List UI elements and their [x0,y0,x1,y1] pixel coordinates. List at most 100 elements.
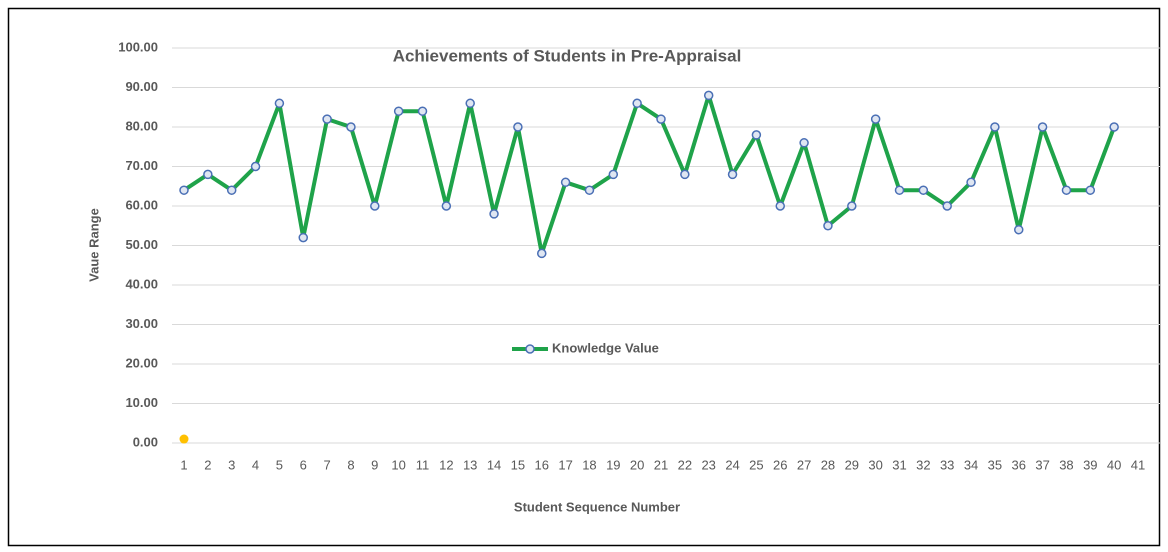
x-tick-label: 25 [749,457,763,472]
x-tick-label: 21 [654,457,668,472]
point-marker [775,201,785,211]
x-tick-label: 30 [868,457,882,472]
point-marker [990,122,1000,132]
x-tick-label: 34 [964,457,978,472]
point-marker [298,232,308,243]
x-tick-label: 14 [487,457,501,472]
point-marker [274,98,285,109]
x-tick-label: 10 [391,457,405,472]
frame [7,7,1161,547]
chart-title: Achievements of Students in Pre-Appraisa… [393,46,742,65]
x-tick-label: 15 [511,457,525,472]
point-marker [632,98,642,109]
point-marker [1085,185,1096,195]
point-marker [847,201,857,211]
point-marker [346,122,356,132]
x-tick-label: 3 [228,457,235,472]
y-tick-label: 10.00 [125,395,158,410]
x-tick-label: 36 [1012,457,1026,472]
x-tick-label: 20 [630,457,644,472]
point-marker [322,114,332,124]
x-tick-label: 41 [1131,457,1145,472]
x-tick-label: 22 [678,457,692,472]
x-tick-label: 11 [416,457,430,472]
point-marker [179,185,189,195]
x-tick-label: 8 [347,457,354,472]
point-marker [179,434,189,444]
point-marker [608,169,619,180]
x-tick-label: 27 [797,457,811,472]
point-marker [370,201,380,211]
x-tick-label: 5 [276,457,283,472]
point-marker [1037,122,1048,132]
point-marker [393,106,404,116]
y-tick-label: 80.00 [125,118,158,133]
point-marker [751,130,762,140]
point-marker [250,161,261,172]
point-marker [942,201,952,211]
x-tick-label: 7 [323,457,330,472]
x-tick-label: 19 [606,457,620,472]
x-tick-label: 26 [773,457,787,472]
x-tick-label: 37 [1035,457,1049,472]
y-tick-label: 90.00 [125,79,158,94]
series-line [182,93,1117,256]
x-tick-label: 24 [725,457,739,472]
point-marker [513,122,523,132]
point-marker [1061,185,1072,195]
legend-label: Knowledge Value [552,340,659,355]
y-axis-label: Vaue Range [86,208,101,282]
point-marker [441,201,452,211]
x-tick-label: 6 [300,457,307,472]
x-tick-label: 31 [892,457,906,472]
point-marker [870,114,881,124]
x-tick-label: 12 [439,457,453,472]
x-tick-label: 40 [1107,457,1121,472]
x-tick-label: 29 [845,457,859,472]
point-marker [966,177,976,188]
x-tick-label: 16 [535,457,549,472]
x-tick-label: 17 [558,457,572,472]
point-marker [537,248,547,259]
point-marker [799,138,809,148]
x-tick-label: 2 [204,457,211,472]
point-marker [680,169,690,180]
point-marker [1109,122,1119,132]
x-tick-label: 1 [180,457,187,472]
x-tick-label: 9 [371,457,378,472]
y-tick-label: 20.00 [125,355,158,370]
point-marker [465,98,475,109]
point-marker [656,114,666,124]
point-marker [918,185,929,195]
y-tick-label: 60.00 [125,197,158,212]
x-tick-label: 32 [916,457,930,472]
point-marker [203,169,213,180]
x-tick-label: 4 [252,457,259,472]
y-tick-label: 0.00 [133,434,158,449]
x-tick-label: 33 [940,457,954,472]
point-marker [727,169,738,180]
point-marker [1014,224,1024,235]
point-marker [584,185,595,195]
y-tick-label: 50.00 [125,237,158,252]
legend-marker [525,344,535,354]
x-tick-label: 13 [463,457,477,472]
y-tick-label: 100.00 [118,39,158,54]
x-tick-label: 28 [821,457,835,472]
y-tick-label: 70.00 [125,158,158,173]
point-marker [489,209,499,219]
y-tick-label: 30.00 [125,316,158,331]
point-marker [894,185,905,195]
x-tick-label: 39 [1083,457,1097,472]
point-marker [417,106,428,116]
x-tick-label: 23 [701,457,715,472]
point-marker [560,177,571,188]
x-tick-label: 38 [1059,457,1073,472]
x-axis-label: Student Sequence Number [514,499,680,514]
point-marker [226,185,237,195]
point-marker [823,221,833,231]
x-tick-label: 18 [582,457,596,472]
x-tick-label: 35 [988,457,1002,472]
